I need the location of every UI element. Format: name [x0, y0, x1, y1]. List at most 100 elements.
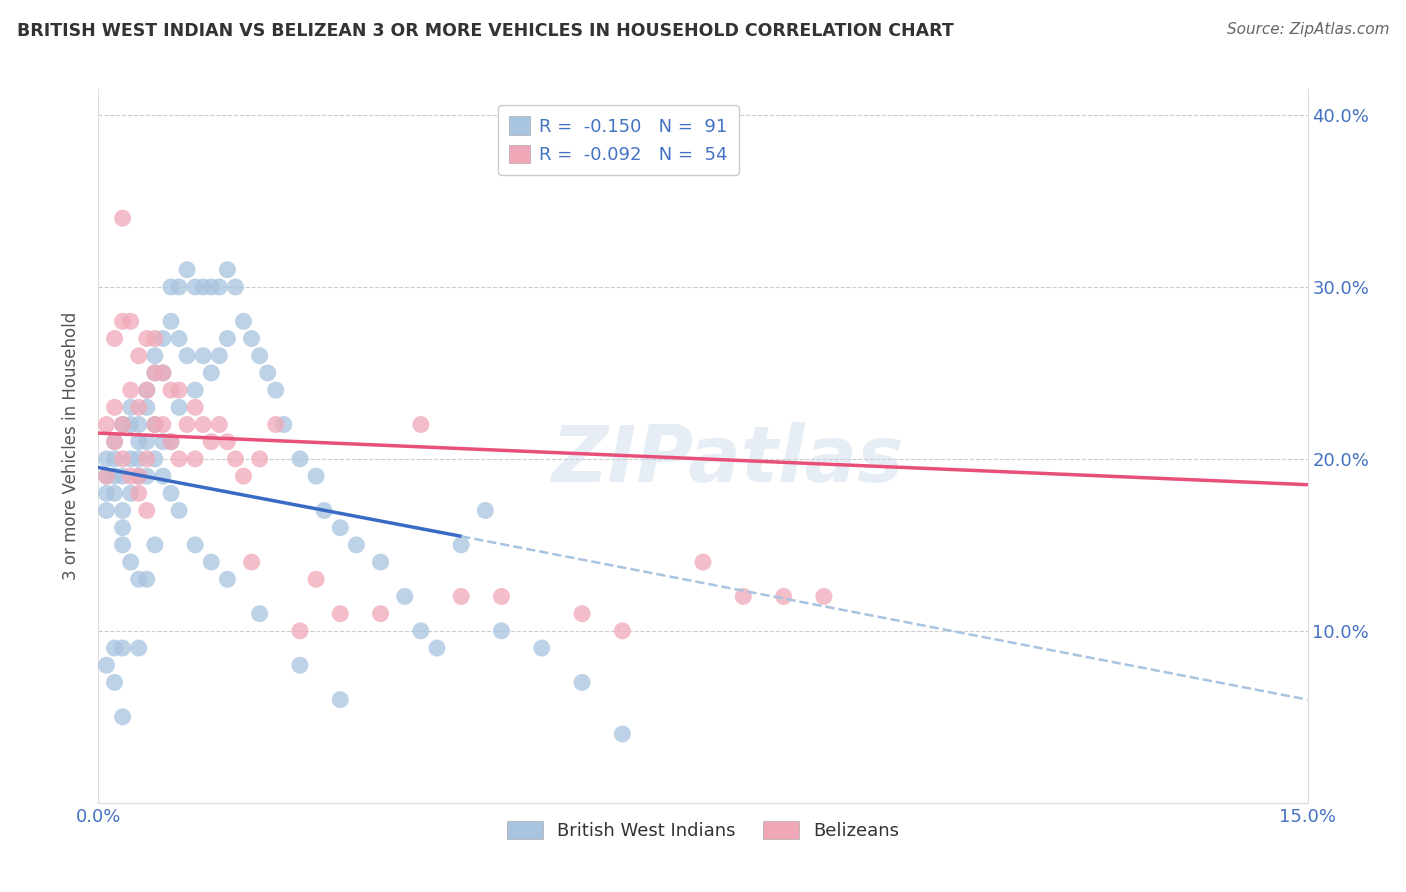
Point — [193, 349, 215, 363]
Point — [530, 641, 553, 656]
Point — [103, 451, 125, 466]
Point — [692, 555, 714, 569]
Point — [96, 469, 118, 483]
Text: ZIPatlas: ZIPatlas — [551, 422, 903, 499]
Point — [167, 332, 190, 346]
Point — [813, 590, 835, 604]
Point — [128, 434, 150, 449]
Point — [128, 469, 150, 483]
Point — [249, 451, 271, 466]
Point — [103, 675, 125, 690]
Point — [394, 590, 416, 604]
Point — [184, 451, 207, 466]
Point — [160, 383, 183, 397]
Point — [184, 280, 207, 294]
Point — [143, 366, 166, 380]
Point — [111, 641, 134, 656]
Point — [167, 401, 190, 415]
Point — [120, 486, 142, 500]
Point — [103, 434, 125, 449]
Point — [208, 349, 231, 363]
Point — [96, 417, 118, 432]
Point — [111, 451, 134, 466]
Point — [135, 503, 157, 517]
Point — [152, 366, 174, 380]
Point — [264, 417, 287, 432]
Point — [152, 434, 174, 449]
Point — [143, 417, 166, 432]
Text: BRITISH WEST INDIAN VS BELIZEAN 3 OR MORE VEHICLES IN HOUSEHOLD CORRELATION CHAR: BRITISH WEST INDIAN VS BELIZEAN 3 OR MOR… — [17, 22, 953, 40]
Point — [450, 538, 472, 552]
Point — [96, 486, 118, 500]
Point — [96, 658, 118, 673]
Point — [135, 572, 157, 586]
Point — [111, 538, 134, 552]
Point — [111, 211, 134, 226]
Point — [232, 469, 254, 483]
Point — [135, 469, 157, 483]
Point — [167, 503, 190, 517]
Point — [160, 314, 183, 328]
Point — [184, 538, 207, 552]
Point — [111, 417, 134, 432]
Point — [152, 332, 174, 346]
Point — [103, 434, 125, 449]
Point — [160, 434, 183, 449]
Point — [96, 469, 118, 483]
Point — [409, 417, 432, 432]
Point — [491, 590, 513, 604]
Point — [249, 607, 271, 621]
Point — [176, 417, 198, 432]
Point — [491, 624, 513, 638]
Point — [128, 417, 150, 432]
Point — [111, 417, 134, 432]
Point — [135, 451, 157, 466]
Point — [217, 572, 239, 586]
Point — [450, 590, 472, 604]
Point — [329, 692, 352, 706]
Point — [135, 383, 157, 397]
Point — [103, 401, 125, 415]
Point — [128, 349, 150, 363]
Point — [305, 469, 328, 483]
Point — [200, 555, 222, 569]
Point — [143, 417, 166, 432]
Point — [128, 641, 150, 656]
Point — [135, 434, 157, 449]
Point — [128, 469, 150, 483]
Point — [314, 503, 336, 517]
Point — [612, 624, 634, 638]
Point — [128, 486, 150, 500]
Point — [612, 727, 634, 741]
Point — [240, 555, 263, 569]
Point — [96, 503, 118, 517]
Point — [152, 366, 174, 380]
Point — [305, 572, 328, 586]
Point — [143, 451, 166, 466]
Point — [224, 451, 246, 466]
Point — [120, 469, 142, 483]
Point — [103, 641, 125, 656]
Point — [103, 469, 125, 483]
Point — [103, 332, 125, 346]
Point — [135, 401, 157, 415]
Point — [329, 607, 352, 621]
Point — [208, 417, 231, 432]
Point — [249, 349, 271, 363]
Point — [256, 366, 278, 380]
Point — [217, 262, 239, 277]
Point — [111, 503, 134, 517]
Point — [370, 555, 392, 569]
Point — [120, 383, 142, 397]
Point — [426, 641, 449, 656]
Point — [176, 262, 198, 277]
Point — [152, 417, 174, 432]
Point — [120, 451, 142, 466]
Point — [571, 675, 593, 690]
Point — [167, 451, 190, 466]
Point — [160, 434, 183, 449]
Text: Source: ZipAtlas.com: Source: ZipAtlas.com — [1226, 22, 1389, 37]
Legend: British West Indians, Belizeans: British West Indians, Belizeans — [499, 814, 907, 847]
Point — [200, 366, 222, 380]
Point — [160, 280, 183, 294]
